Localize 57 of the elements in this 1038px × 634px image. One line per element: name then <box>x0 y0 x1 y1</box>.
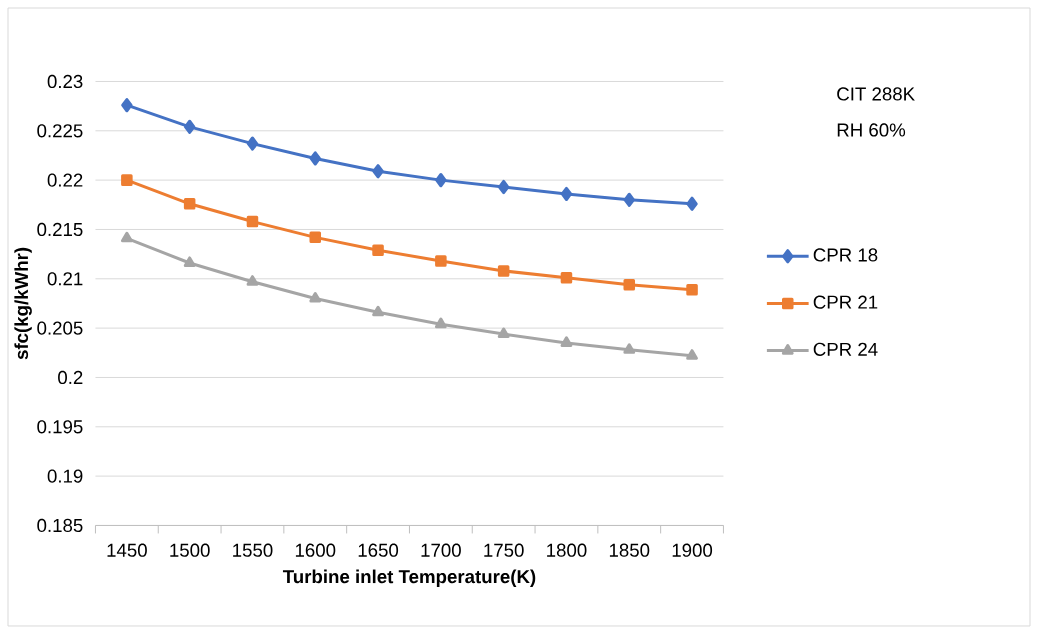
point <box>309 231 322 244</box>
y-tick-label: 0.195 <box>37 420 83 434</box>
point <box>372 244 384 256</box>
point <box>434 317 447 329</box>
point <box>246 215 259 228</box>
x-tick-label: 1750 <box>484 543 524 557</box>
y-tick-label: 0.185 <box>37 518 83 533</box>
y-tick-label: 0.21 <box>47 272 83 286</box>
point <box>623 343 636 354</box>
y-tick-label: 0.215 <box>37 222 83 237</box>
legend-label: CPR 21 <box>813 295 878 309</box>
legend-label: CPR 24 <box>813 342 878 356</box>
y-tick-label: 0.22 <box>47 173 83 187</box>
x-tick-label: 1850 <box>609 543 650 557</box>
point <box>560 272 573 284</box>
point <box>246 136 259 151</box>
point <box>686 196 698 211</box>
point <box>309 291 322 303</box>
x-tick-label: 1800 <box>547 543 587 557</box>
x-tick-label: 1900 <box>672 543 713 557</box>
y-tick-label: 0.225 <box>37 124 83 138</box>
y-tick-label: 0.23 <box>47 74 83 89</box>
point <box>686 283 698 296</box>
point <box>246 275 259 286</box>
point <box>372 305 384 317</box>
point <box>183 256 196 268</box>
legend-label: CPR 18 <box>813 248 878 262</box>
x-tick-label: 1650 <box>358 543 399 557</box>
point <box>497 327 510 339</box>
point <box>435 173 447 188</box>
x-tick-label: 1550 <box>233 543 273 557</box>
text: CIT 288K <box>837 87 915 101</box>
point <box>309 151 321 166</box>
point <box>497 179 510 195</box>
point <box>623 278 636 291</box>
point <box>623 192 635 207</box>
x-axis-title: Turbine inlet Temperature(K) <box>282 569 536 587</box>
text: RH 60% <box>837 123 906 137</box>
x-tick-label: 1700 <box>421 543 461 557</box>
y-tick-label: 0.19 <box>47 469 83 483</box>
point <box>497 265 510 277</box>
point <box>120 231 133 243</box>
point <box>560 336 573 347</box>
point <box>435 255 447 267</box>
x-tick-label: 1600 <box>295 543 336 557</box>
y-axis-title: sfc(kg/kWhr) <box>14 247 32 360</box>
x-tick-label: 1450 <box>107 543 147 557</box>
y-tick-label: 0.205 <box>37 321 83 335</box>
point <box>121 174 133 186</box>
point <box>560 186 573 202</box>
point <box>183 119 196 134</box>
point <box>183 198 196 210</box>
point <box>121 98 133 113</box>
point <box>372 164 384 179</box>
x-tick-label: 1500 <box>170 543 210 557</box>
point <box>686 349 698 360</box>
y-tick-label: 0.2 <box>58 370 83 385</box>
